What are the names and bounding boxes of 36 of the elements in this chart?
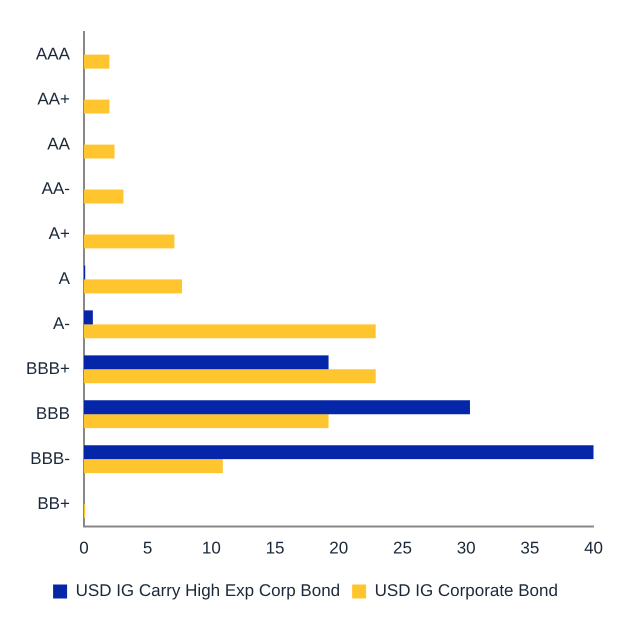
- bar: [84, 234, 174, 248]
- x-tick-label: 5: [142, 538, 152, 558]
- x-tick-label: 25: [392, 538, 412, 558]
- bar: [84, 355, 329, 370]
- y-tick-label: AA-: [42, 179, 70, 198]
- bar: [84, 445, 594, 460]
- y-tick-label: BBB: [36, 404, 70, 423]
- bar: [84, 54, 110, 69]
- y-tick-label: AA: [47, 134, 71, 154]
- legend-label: USD IG Corporate Bond: [374, 581, 558, 600]
- y-tick-label: BB+: [37, 494, 70, 513]
- x-tick-label: 20: [329, 538, 348, 558]
- y-tick-label: AA+: [37, 89, 70, 108]
- legend-label: USD IG Carry High Exp Corp Bond: [76, 581, 340, 600]
- bar: [84, 310, 93, 324]
- bar: [84, 414, 329, 428]
- x-tick-label: 30: [456, 538, 476, 558]
- x-tick-label: 35: [520, 538, 540, 558]
- bar: [84, 100, 110, 114]
- y-tick-label: A: [58, 269, 71, 288]
- y-tick-label: BBB-: [30, 448, 70, 468]
- y-tick-label: A-: [52, 314, 70, 334]
- bar: [84, 400, 470, 414]
- bar: [84, 369, 376, 384]
- bar: [84, 190, 124, 204]
- x-tick-label: 0: [79, 538, 89, 558]
- y-tick-label: A+: [48, 224, 70, 244]
- bar: [84, 144, 115, 158]
- bar: [84, 279, 182, 294]
- x-tick-label: 40: [584, 538, 604, 558]
- x-tick-label: 10: [202, 538, 221, 558]
- y-tick-label: AAA: [36, 44, 71, 64]
- bar: [84, 459, 223, 474]
- bar: [84, 324, 376, 338]
- y-tick-label: BBB+: [26, 358, 70, 378]
- x-tick-label: 15: [266, 538, 285, 558]
